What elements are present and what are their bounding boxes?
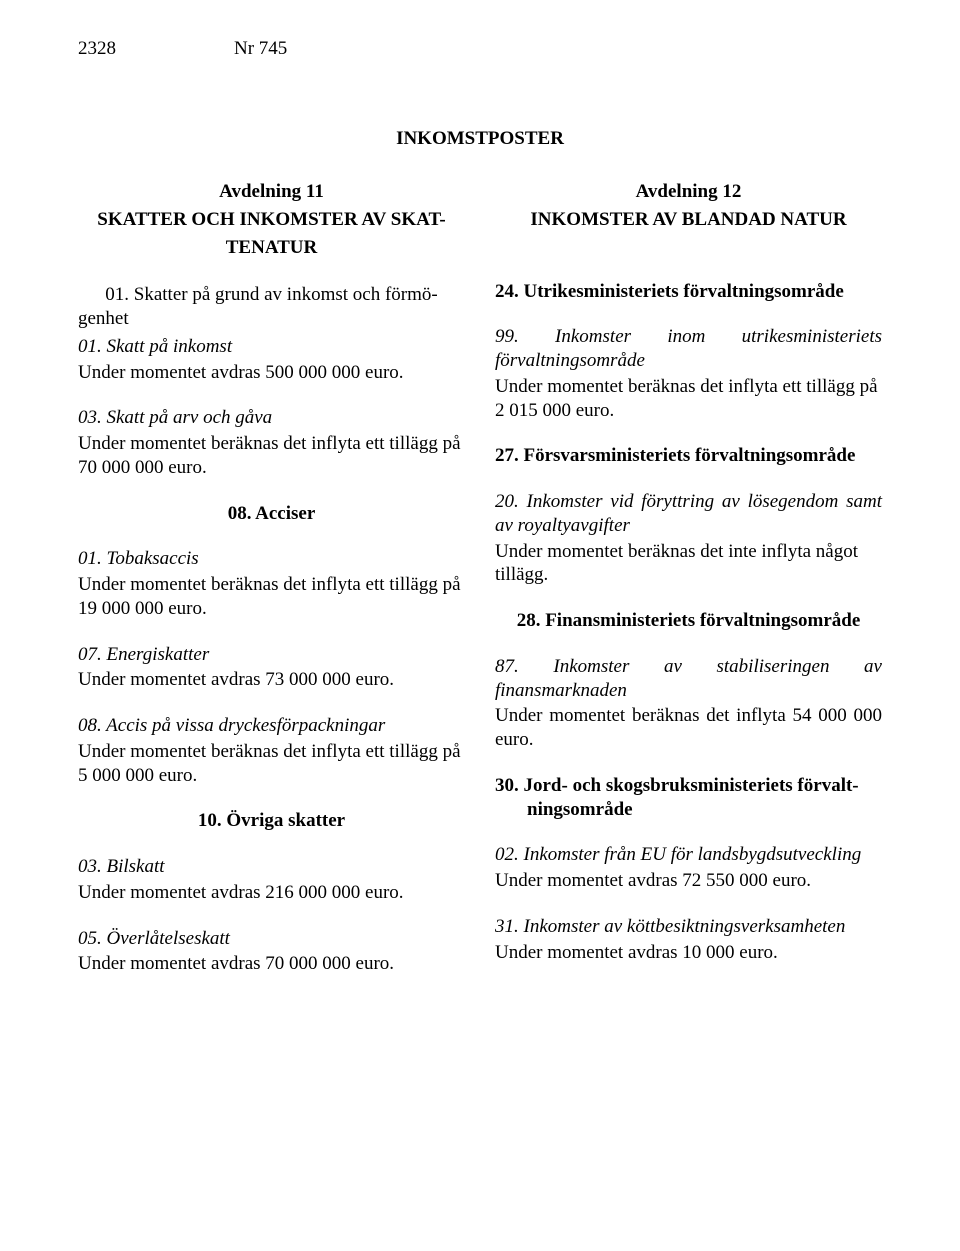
section-30-heading-line1: 30. Jord- och skogsbruksministeriets för…	[495, 775, 859, 796]
section-01-heading: 01. Skatter på grund av inkomst och förm…	[78, 283, 465, 331]
section-30-heading-line2: ningsområde	[495, 799, 633, 820]
item-10-05-title: 05. Överlåtelseskatt	[78, 927, 465, 951]
item-08-07-body: Under momentet avdras 73 000 000 euro.	[78, 668, 465, 692]
item-08-08-title: 08. Accis på vissa dryckesförpackningar	[78, 714, 465, 738]
item-30-31-title: 31. Inkomster av köttbesiktningsverksamh…	[495, 915, 882, 939]
page-header: 2328 Nr 745	[78, 38, 882, 60]
content-columns: Avdelning 11 SKATTER OCH INKOMSTER AV SK…	[78, 180, 882, 998]
item-24-99-body: Under momentet beräknas det inflyta ett …	[495, 375, 882, 423]
item-08-01-body: Under momentet beräknas det inflyta ett …	[78, 573, 465, 621]
item-27-20-title: 20. Inkomster vid föryttring av lösegend…	[495, 490, 882, 538]
item-01-03-body: Under momentet beräknas det inflyta ett …	[78, 432, 465, 480]
item-10-05-body: Under momentet avdras 70 000 000 euro.	[78, 952, 465, 976]
section-28-heading: 28. Finansministeriets förvaltningsområd…	[495, 609, 882, 633]
section-30-heading: 30. Jord- och skogsbruksministeriets för…	[495, 774, 882, 822]
item-28-87-title: 87. Inkomster av stabiliseringen av fina…	[495, 655, 882, 703]
item-08-08-body: Under momentet beräknas det inflyta ett …	[78, 740, 465, 788]
item-30-02-body: Under momentet avdras 72 550 000 euro.	[495, 869, 882, 893]
avdelning-12-label: Avdelning 12	[495, 180, 882, 204]
item-08-01-title: 01. Tobaksaccis	[78, 547, 465, 571]
section-08-heading: 08. Acciser	[78, 502, 465, 526]
item-28-87-body: Under momentet beräknas det inflyta 54 0…	[495, 704, 882, 752]
item-24-99-title: 99. Inkomster inom utrikesministeriets f…	[495, 325, 882, 373]
main-title: INKOMSTPOSTER	[78, 128, 882, 150]
item-27-20-body: Under momentet beräknas det inte inflyta…	[495, 540, 882, 588]
section-27-heading: 27. Försvarsministeriets förvaltningsomr…	[495, 444, 882, 468]
section-01-heading-line1: 01. Skatter på grund av inkomst och förm…	[78, 283, 465, 307]
item-30-31-body: Under momentet avdras 10 000 euro.	[495, 941, 882, 965]
avdelning-11-title-line2: TENATUR	[78, 236, 465, 260]
section-24-heading: 24. Utrikesministeriets förvaltningsområ…	[495, 280, 882, 304]
item-30-02-title: 02. Inkomster från EU för landsbygdsutve…	[495, 843, 882, 867]
section-10-heading: 10. Övriga skatter	[78, 809, 465, 833]
item-10-03-body: Under momentet avdras 216 000 000 euro.	[78, 881, 465, 905]
item-10-03-title: 03. Bilskatt	[78, 855, 465, 879]
left-column: Avdelning 11 SKATTER OCH INKOMSTER AV SK…	[78, 180, 465, 998]
item-01-01-body: Under momentet avdras 500 000 000 euro.	[78, 361, 465, 385]
right-column: Avdelning 12 INKOMSTER AV BLANDAD NATUR …	[495, 180, 882, 998]
doc-number: Nr 745	[234, 38, 287, 60]
item-01-03-title: 03. Skatt på arv och gåva	[78, 406, 465, 430]
avdelning-12-title: INKOMSTER AV BLANDAD NATUR	[495, 208, 882, 232]
item-01-01-title: 01. Skatt på inkomst	[78, 335, 465, 359]
item-08-07-title: 07. Energiskatter	[78, 643, 465, 667]
page-number: 2328	[78, 38, 116, 60]
avdelning-11-title-line1: SKATTER OCH INKOMSTER AV SKAT-	[78, 208, 465, 232]
avdelning-11-label: Avdelning 11	[78, 180, 465, 204]
section-01-heading-line2: genhet	[78, 307, 465, 331]
spacer	[495, 256, 882, 280]
